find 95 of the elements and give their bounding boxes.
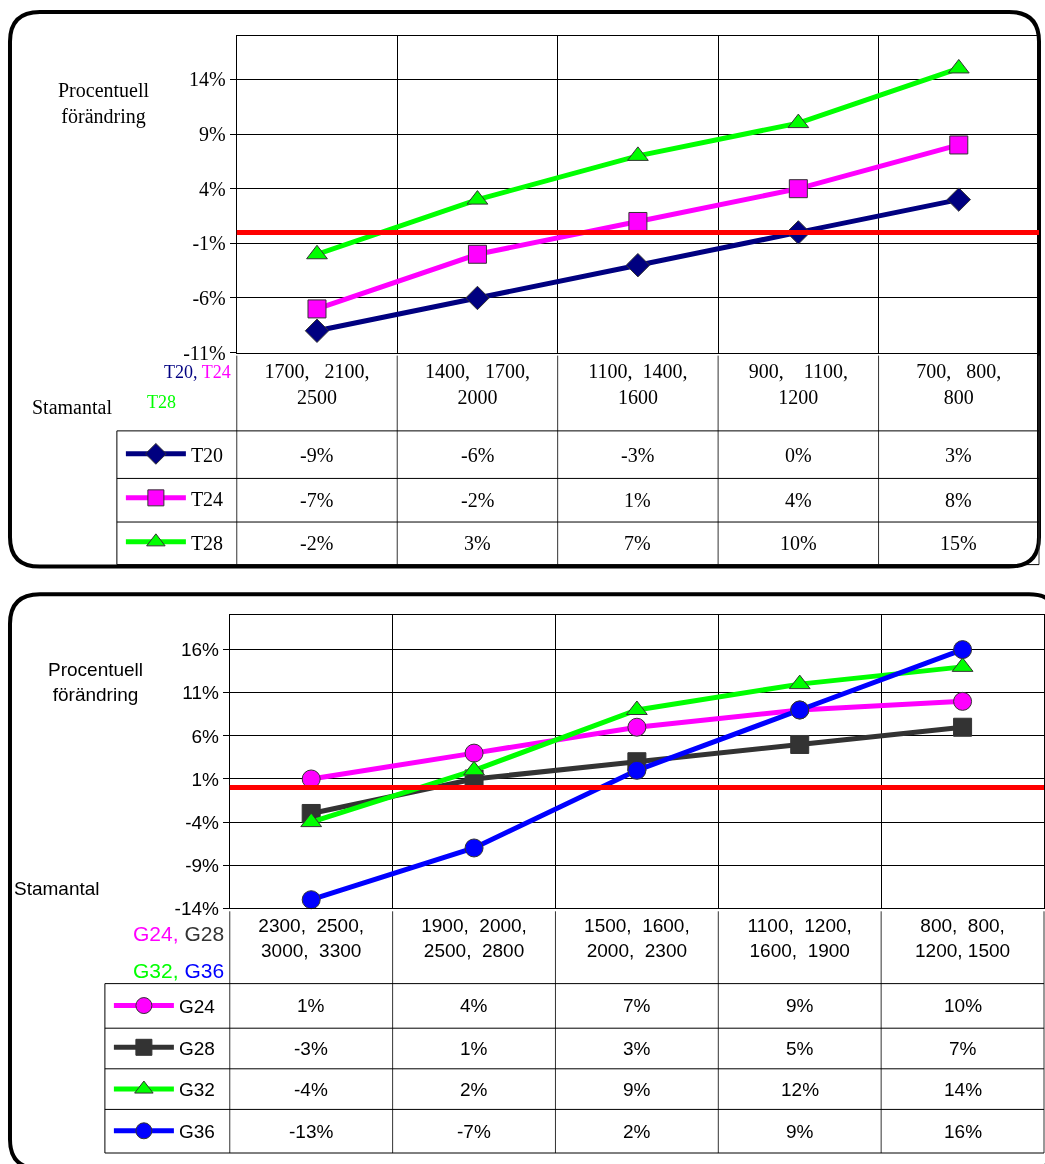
data-label: 4% [460,995,488,1016]
text: T24 [201,362,231,382]
point [304,318,330,343]
point [464,838,484,858]
data-label: -3% [621,444,655,466]
y-axis-title: Procentuell förändring [48,659,144,705]
data-label: 9% [786,995,814,1016]
text: G28 [184,922,225,945]
data-label: -4% [294,1079,328,1100]
y-tick-label: -4% [185,811,220,833]
x-tick-label: 1100, 1200, 1600, 1900 [747,915,852,961]
data-label: 0% [785,444,812,466]
data-label: 14% [944,1079,983,1100]
data-label: -2% [300,532,334,554]
legend-label: T28 [190,531,224,554]
legend-label: G28 [178,1037,215,1059]
y-tick-label: 9% [199,123,226,146]
y-tick-label: 11% [182,682,220,704]
legend-label: G24 [178,995,216,1017]
y-tick-label: 14% [189,68,226,91]
data-label: 1% [624,489,651,511]
text: G32, [133,959,179,982]
text: G36 [184,959,225,982]
legend-label: T24 [190,487,224,510]
data-label: 10% [944,995,983,1016]
legend-label: G36 [178,1121,215,1143]
data-label: -9% [300,444,334,466]
data-label: 9% [623,1079,651,1100]
point [301,890,321,910]
data-label: 7% [949,1038,977,1059]
x-axis-title: Stamantal [32,396,113,418]
data-label: -3% [294,1038,328,1059]
data-label: -13% [289,1121,334,1142]
point [627,760,647,780]
point [307,299,327,319]
legend-label: G32 [178,1079,215,1101]
point [953,691,973,711]
point [625,252,651,278]
text: G24, [133,922,179,945]
y-tick-label: 16% [180,639,220,661]
data-label: -2% [461,489,495,511]
point [464,743,484,763]
data-label: 1% [297,995,325,1016]
data-label: 12% [781,1079,820,1100]
data-label: 10% [780,532,817,554]
data-label: -6% [461,444,495,466]
x-tick-label: 800, 800, 1200, 1500 [915,915,1011,961]
x-tick-label: 1700, 2100, 2500 [264,359,370,408]
data-label: 3% [464,532,491,554]
y-tick-label: -11% [183,341,226,364]
data-label: 9% [786,1121,814,1142]
data-label: 3% [623,1038,651,1059]
x-tick-label: 700, 800, 800 [916,359,1002,408]
y-tick-label: -9% [185,854,220,876]
data-label: 8% [945,489,972,511]
data-label: 7% [624,532,651,554]
legend-label: T20 [190,443,224,466]
y-tick-label: -1% [192,232,226,255]
point [627,717,647,737]
point [788,179,808,199]
data-label: 3% [945,444,972,466]
y-tick-label: -14% [174,897,220,919]
y-axis-title: Procentuell förändring [58,79,150,128]
point [306,244,328,260]
data-label: 15% [940,532,977,554]
text: T20, [164,362,198,382]
point [790,734,810,754]
data-label: 2% [460,1079,488,1100]
data-label: 16% [944,1121,983,1142]
x-tick-label: 1100, 1400, 1600 [588,359,688,408]
point [953,640,973,660]
data-label: 5% [786,1038,814,1059]
x-tick-label: 1900, 2000, 2500, 2800 [421,915,527,961]
point [946,187,971,212]
point [465,285,490,311]
data-label: -7% [457,1121,491,1142]
text: T28 [147,392,176,412]
point [628,211,648,231]
point [953,717,973,737]
y-tick-label: 4% [199,177,226,200]
point [467,244,487,264]
data-label: 4% [785,489,812,511]
x-tick-label: 1500, 1600, 2000, 2300 [584,915,690,961]
y-tick-label: -6% [192,286,226,309]
point [949,135,969,155]
x-tick-label: 2300, 2500, 3000, 3300 [258,915,365,961]
data-label: 2% [623,1121,651,1142]
data-label: 1% [460,1038,488,1059]
x-axis-title: Stamantal [14,878,100,899]
y-tick-label: 1% [191,768,220,790]
data-label: -7% [300,489,334,511]
x-tick-label: 900, 1100, 1200 [748,359,848,408]
y-tick-label: 6% [191,725,220,747]
data-label: 7% [623,995,651,1016]
x-tick-label: 1400, 1700, 2000 [424,359,530,408]
